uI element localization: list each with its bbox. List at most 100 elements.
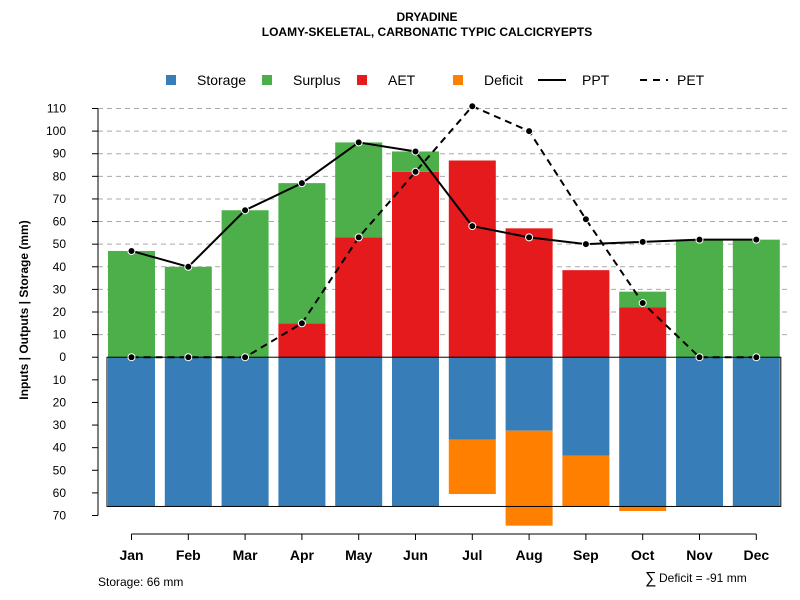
ppt-point	[525, 233, 534, 242]
pet-point	[468, 102, 477, 111]
legend-item-surplus: Surplus	[262, 72, 340, 88]
bar-storage	[278, 357, 326, 507]
x-tick-label-oct: Oct	[631, 547, 655, 563]
bar-surplus	[108, 250, 155, 358]
y-tick-label: 70	[53, 509, 67, 523]
x-tick-label-aug: Aug	[515, 547, 542, 563]
bar-deficit	[562, 455, 610, 507]
ppt-point	[752, 235, 761, 244]
y-tick-label: 20	[53, 395, 67, 409]
y-tick-label: 10	[53, 373, 67, 387]
bar-surplus	[278, 183, 326, 324]
pet-point	[638, 298, 647, 307]
legend-swatch	[453, 75, 463, 85]
bar-aet	[505, 228, 553, 358]
bar-aet	[619, 307, 667, 358]
bar-storage	[505, 357, 553, 431]
bar-storage	[619, 357, 667, 507]
y-tick-label: 60	[53, 486, 67, 500]
ppt-point	[354, 138, 363, 147]
ppt-point	[297, 179, 306, 188]
bar-aet	[562, 270, 610, 358]
series-points	[127, 102, 761, 362]
bar-storage	[448, 357, 496, 440]
bar-deficit	[505, 430, 553, 526]
pet-point	[695, 353, 704, 362]
legend-label: PET	[677, 72, 705, 88]
deficit-note: Deficit = -91 mm	[659, 571, 747, 585]
chart-title: DRYADINE	[396, 10, 457, 24]
ppt-point	[184, 262, 193, 271]
pet-point	[525, 127, 534, 136]
y-tick-label: 40	[53, 260, 67, 274]
pet-point	[297, 319, 306, 328]
pet-point	[411, 167, 420, 176]
storage-frame	[106, 356, 782, 507]
bar-storage	[108, 357, 155, 507]
bar-surplus	[164, 266, 212, 358]
x-tick-label-jan: Jan	[119, 547, 143, 563]
ppt-point	[127, 246, 136, 255]
y-tick-label: 0	[59, 350, 66, 364]
legend-swatch	[262, 75, 272, 85]
bar-storage	[392, 357, 439, 507]
bar-aet	[392, 171, 439, 358]
legend-swatch	[357, 75, 367, 85]
x-tick-label-may: May	[345, 547, 372, 563]
y-tick-label: 50	[53, 463, 67, 477]
bar-surplus	[335, 142, 383, 238]
bar-storage	[676, 357, 723, 507]
bar-storage	[562, 357, 610, 456]
storage-note: Storage: 66 mm	[98, 575, 183, 589]
y-tick-label: 80	[53, 169, 67, 183]
y-tick-label: 10	[53, 328, 67, 342]
y-tick-label: 110	[47, 102, 66, 116]
x-tick-label-apr: Apr	[290, 547, 315, 563]
x-tick-label-jul: Jul	[462, 547, 482, 563]
bar-storage	[164, 357, 212, 507]
bar-aet	[448, 160, 496, 358]
x-tick-label-jun: Jun	[403, 547, 428, 563]
legend-item-ppt: PPT	[538, 72, 610, 88]
x-tick-label-mar: Mar	[233, 547, 258, 563]
legend-label: Surplus	[293, 72, 340, 88]
ppt-point	[468, 222, 477, 231]
legend-label: PPT	[582, 72, 610, 88]
y-tick-label: 70	[53, 192, 67, 206]
y-tick-label: 90	[53, 147, 67, 161]
pet-point	[127, 353, 136, 362]
legend-label: AET	[388, 72, 416, 88]
y-tick-label: 60	[53, 215, 67, 229]
legend-label: Storage	[197, 72, 246, 88]
bar-storage	[221, 357, 269, 507]
x-tick-label-sep: Sep	[573, 547, 599, 563]
y-tick-label: 20	[53, 305, 67, 319]
pet-point	[581, 215, 590, 224]
y-tick-label: 40	[53, 441, 67, 455]
ppt-point	[241, 206, 250, 215]
bar-aet	[278, 323, 326, 358]
ppt-point	[411, 147, 420, 156]
y-tick-label: 30	[53, 282, 67, 296]
x-tick-label-nov: Nov	[686, 547, 713, 563]
pet-point	[241, 353, 250, 362]
pet-point	[752, 353, 761, 362]
zero-line	[106, 356, 782, 507]
x-axis: Jan Feb Mar Apr May Jun Jul Aug Sep Oct Nov Dec	[119, 533, 769, 563]
y-tick-label: 30	[53, 418, 67, 432]
bars	[108, 142, 780, 526]
ppt-point	[695, 235, 704, 244]
bar-aet	[335, 237, 383, 358]
chart-subtitle: LOAMY-SKELETAL, CARBONATIC TYPIC CALCICR…	[262, 25, 592, 39]
legend-item-aet: AET	[357, 72, 416, 88]
ppt-point	[638, 237, 647, 246]
deficit-sum-symbol: ∑	[645, 570, 656, 587]
legend: Storage Surplus AET Deficit PPT PET	[166, 72, 705, 88]
bar-storage	[335, 357, 383, 507]
pet-point	[354, 233, 363, 242]
legend-item-pet: PET	[640, 72, 705, 88]
bar-storage	[732, 357, 780, 507]
legend-swatch	[166, 75, 176, 85]
